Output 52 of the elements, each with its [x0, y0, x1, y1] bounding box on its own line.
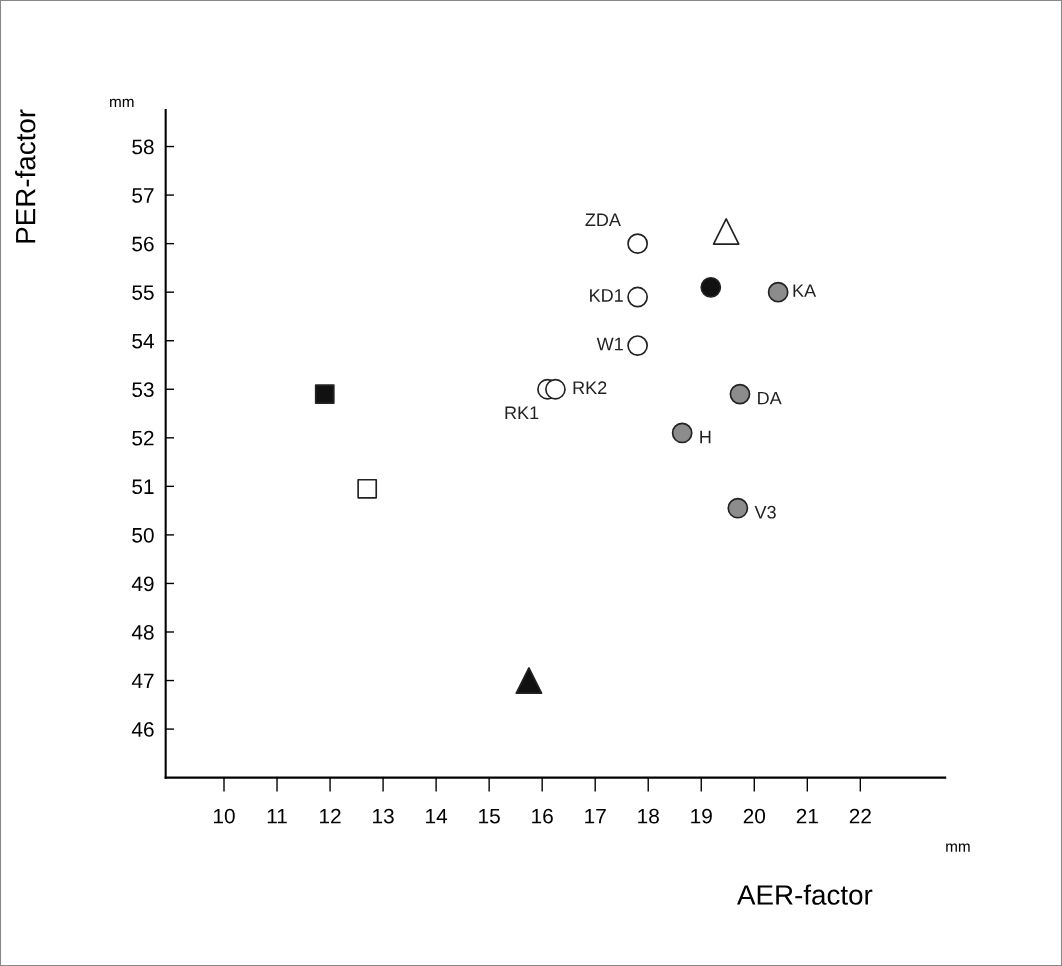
- x-tick-label: 21: [796, 808, 818, 824]
- y-tick-label: 49: [131, 576, 154, 592]
- x-tick-label: 20: [743, 808, 766, 824]
- data-label: W1: [596, 337, 623, 351]
- y-tick-label: 48: [131, 624, 154, 640]
- data-label: RK1: [505, 406, 539, 420]
- x-tick-label: 17: [585, 808, 606, 824]
- y-tick-label: 46: [131, 722, 154, 737]
- y-tick-label: 51: [132, 479, 154, 495]
- x-tick-label: 16: [532, 808, 553, 824]
- x-tick-label: 15: [479, 808, 500, 824]
- point: [712, 218, 740, 245]
- point: [357, 478, 378, 499]
- x-tick-label: 11: [267, 808, 287, 824]
- point: [627, 233, 649, 255]
- y-axis-title: PER-factor: [15, 109, 36, 243]
- x-tick-label: 10: [214, 808, 235, 824]
- point: [627, 335, 649, 356]
- x-tick-label: 14: [426, 808, 448, 824]
- data-label: DA: [758, 391, 782, 405]
- point: [729, 383, 751, 405]
- point: [314, 384, 335, 405]
- point: [727, 497, 749, 519]
- y-tick-label: 57: [132, 188, 154, 203]
- y-tick-label: 50: [132, 527, 154, 543]
- data-label: KA: [793, 284, 817, 297]
- data-label: V3: [754, 505, 776, 519]
- y-tick-label: 47: [131, 673, 154, 689]
- point: [700, 276, 722, 298]
- x-tick-label: 13: [373, 808, 394, 824]
- y-tick-label: 55: [132, 285, 154, 300]
- data-label: RK2: [573, 381, 607, 394]
- x-tick-label: 18: [638, 808, 659, 824]
- y-tick-label: 56: [132, 236, 154, 252]
- point: [767, 281, 789, 303]
- data-label: H: [700, 430, 711, 444]
- point: [671, 422, 693, 444]
- y-tick-label: 52: [132, 430, 154, 446]
- point: [545, 378, 566, 400]
- text: mm: [946, 843, 970, 852]
- x-tick-label: 19: [691, 808, 712, 824]
- y-tick-label: 58: [132, 139, 154, 155]
- y-tick-label: 54: [132, 333, 154, 349]
- point: [627, 286, 649, 308]
- text: mm: [110, 98, 134, 107]
- data-label: KD1: [590, 289, 623, 302]
- x-axis-title: AER-factor: [737, 884, 873, 905]
- y-tick-label: 53: [132, 382, 154, 398]
- x-tick-label: 22: [849, 808, 871, 824]
- data-label: ZDA: [585, 213, 621, 226]
- point: [515, 667, 543, 694]
- x-tick-label: 12: [320, 808, 341, 824]
